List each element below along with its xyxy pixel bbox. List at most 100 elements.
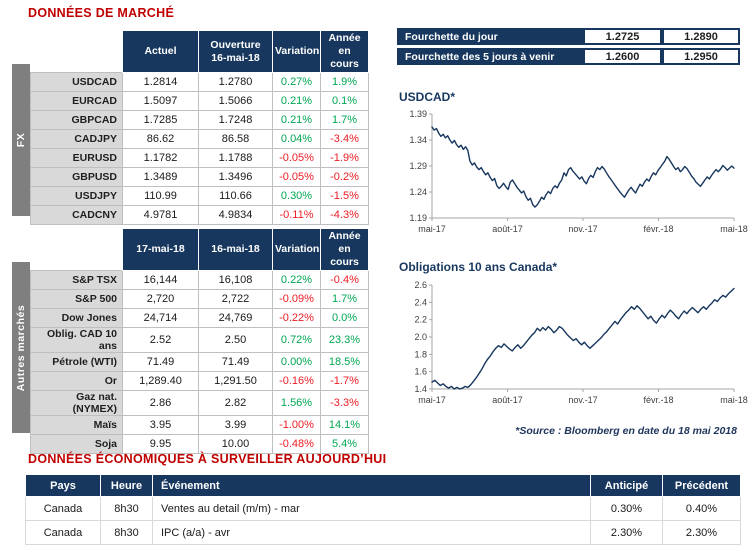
fx-ytd-value: -0.2% — [320, 167, 369, 188]
econ-anticipe-value: 2.30% — [590, 520, 663, 545]
econ-anticipe-value: 0.30% — [590, 496, 663, 521]
fx-group-strip: FX — [12, 64, 30, 216]
markets-d2-value: 2,722 — [198, 289, 273, 310]
fx-ytd-value: -1.5% — [320, 186, 369, 207]
markets-row: Pétrole (WTI) 71.49 71.49 0.00% 18.5% — [30, 352, 369, 373]
fx-ouverture-value: 1.3496 — [198, 167, 273, 188]
fx-row: EURCAD 1.5097 1.5066 0.21% 0.1% — [30, 91, 369, 112]
econ-row: Canada 8h30 IPC (a/a) - avr 2.30% 2.30% — [25, 520, 741, 545]
markets-header-d1: 17-mai-18 — [122, 227, 199, 272]
fx-header-ytd: Année en cours — [320, 29, 369, 74]
markets-ytd-value: 18.5% — [320, 352, 369, 373]
econ-header-heure: Heure — [100, 474, 153, 497]
markets-group-strip: Autres marchés — [12, 262, 30, 433]
fx-variation-value: 0.27% — [272, 72, 321, 93]
fx-pair-label: CADCNY — [30, 205, 123, 226]
markets-variation-value: -0.09% — [272, 289, 321, 310]
fourchette-label: Fourchette du jour — [397, 28, 583, 45]
fx-pair-label: GBPUSD — [30, 167, 123, 188]
markets-ytd-value: 14.1% — [320, 415, 369, 436]
svg-text:2.6: 2.6 — [414, 280, 427, 290]
econ-evenement-value: Ventes au detail (m/m) - mar — [152, 496, 591, 521]
markets-header-d2: 16-mai-18 — [198, 227, 273, 272]
markets-variation-value: -0.16% — [272, 371, 321, 392]
markets-variation-value: 0.00% — [272, 352, 321, 373]
econ-header-precedent: Précédent — [662, 474, 741, 497]
chart-canvas: 1.19 1.24 1.29 1.34 1.39 mai-17 août-17 nov.-17… — [409, 109, 747, 234]
svg-text:1.29: 1.29 — [409, 161, 427, 171]
market-data-title: DONNÉES DE MARCHÉ — [28, 6, 175, 20]
econ-heure-value: 8h30 — [100, 496, 153, 521]
fx-row: GBPCAD 1.7285 1.7248 0.21% 1.7% — [30, 110, 369, 131]
fx-header-variation: Variation — [272, 29, 321, 74]
markets-group-label: Autres marchés — [15, 304, 27, 391]
markets-ytd-value: -1.7% — [320, 371, 369, 392]
markets-row: Maïs 3.95 3.99 -1.00% 14.1% — [30, 415, 369, 436]
svg-text:1.19: 1.19 — [409, 213, 427, 223]
markets-variation-value: 0.22% — [272, 270, 321, 291]
markets-d2-value: 2.50 — [198, 327, 273, 354]
fx-row: USDJPY 110.99 110.66 0.30% -1.5% — [30, 186, 369, 207]
econ-precedent-value: 0.40% — [662, 496, 741, 521]
fx-pair-label: EURUSD — [30, 148, 123, 169]
econ-header-anticipe: Anticipé — [590, 474, 663, 497]
markets-d1-value: 2,720 — [122, 289, 199, 310]
markets-ytd-value: 0.0% — [320, 308, 369, 329]
fourchette-low-value: 1.2725 — [583, 28, 662, 45]
fx-actuel-value: 1.1782 — [122, 148, 199, 169]
markets-d2-value: 1,291.50 — [198, 371, 273, 392]
fx-pair-label: USDJPY — [30, 186, 123, 207]
fx-table: Actuel Ouverture 16-mai-18 Variation Ann… — [30, 29, 369, 226]
svg-text:1.39: 1.39 — [409, 109, 427, 119]
bonds-chart-title: Obligations 10 ans Canada* — [399, 260, 558, 274]
econ-table: Pays Heure Événement Anticipé Précédent … — [25, 474, 741, 545]
fx-variation-value: -0.05% — [272, 148, 321, 169]
markets-row: Dow Jones 24,714 24,769 -0.22% 0.0% — [30, 308, 369, 329]
markets-variation-value: -1.00% — [272, 415, 321, 436]
markets-variation-value: -0.48% — [272, 434, 321, 455]
markets-d1-value: 71.49 — [122, 352, 199, 373]
svg-text:févr.-18: févr.-18 — [643, 224, 673, 234]
markets-header-variation: Variation — [272, 227, 321, 272]
fx-ouverture-value: 110.66 — [198, 186, 273, 207]
bonds-chart: 1.4 1.6 1.8 2.0 2.2 2.4 2.6 mai-17 août-17 nov.-1… — [396, 277, 747, 407]
markets-instrument-label: Or — [30, 371, 123, 392]
fourchette-row: Fourchette des 5 jours à venir 1.2600 1.… — [397, 48, 740, 65]
fx-header-spacer — [31, 31, 123, 73]
svg-text:nov.-17: nov.-17 — [568, 395, 597, 405]
fx-ytd-value: 1.9% — [320, 72, 369, 93]
fx-header-ouverture: Ouverture 16-mai-18 — [198, 29, 273, 74]
svg-text:1.34: 1.34 — [409, 135, 427, 145]
fourchette-high-value: 1.2950 — [662, 48, 740, 65]
fx-actuel-value: 1.5097 — [122, 91, 199, 112]
svg-text:nov.-17: nov.-17 — [568, 224, 597, 234]
fx-pair-label: EURCAD — [30, 91, 123, 112]
fx-variation-value: 0.04% — [272, 129, 321, 150]
markets-row: S&P TSX 16,144 16,108 0.22% -0.4% — [30, 270, 369, 291]
markets-d1-value: 24,714 — [122, 308, 199, 329]
fx-ouverture-value: 1.5066 — [198, 91, 273, 112]
econ-pays-value: Canada — [25, 496, 101, 521]
svg-text:1.6: 1.6 — [414, 367, 427, 377]
markets-ytd-value: -0.4% — [320, 270, 369, 291]
fx-ytd-value: 0.1% — [320, 91, 369, 112]
fx-pair-label: CADJPY — [30, 129, 123, 150]
fx-row: EURUSD 1.1782 1.1788 -0.05% -1.9% — [30, 148, 369, 169]
markets-instrument-label: S&P TSX — [30, 270, 123, 291]
markets-d1-value: 2.86 — [122, 390, 199, 417]
markets-instrument-label: Dow Jones — [30, 308, 123, 329]
markets-instrument-label: Maïs — [30, 415, 123, 436]
fx-actuel-value: 86.62 — [122, 129, 199, 150]
fx-ouverture-value: 1.7248 — [198, 110, 273, 131]
fx-actuel-value: 1.7285 — [122, 110, 199, 131]
fx-ytd-value: 1.7% — [320, 110, 369, 131]
markets-d1-value: 3.95 — [122, 415, 199, 436]
markets-row: S&P 500 2,720 2,722 -0.09% 1.7% — [30, 289, 369, 310]
markets-ytd-value: -3.3% — [320, 390, 369, 417]
markets-instrument-label: S&P 500 — [30, 289, 123, 310]
fx-actuel-value: 1.3489 — [122, 167, 199, 188]
markets-d1-value: 1,289.40 — [122, 371, 199, 392]
chart-canvas: 1.4 1.6 1.8 2.0 2.2 2.4 2.6 mai-17 août-17 nov.-1… — [414, 280, 747, 405]
markets-d2-value: 10.00 — [198, 434, 273, 455]
